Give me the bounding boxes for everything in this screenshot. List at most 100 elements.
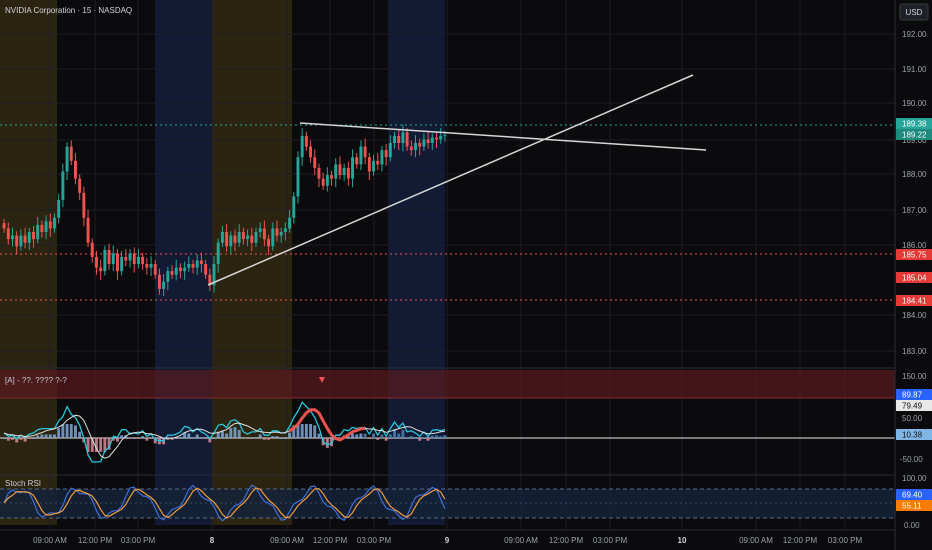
candle: [61, 171, 65, 200]
candle: [254, 232, 258, 243]
macd-axis-tick: 50.00: [902, 414, 923, 423]
macd-bar: [367, 438, 371, 439]
candle: [94, 256, 98, 268]
candle: [111, 253, 115, 265]
x-tick: 9: [445, 536, 450, 545]
macd-bar: [292, 425, 296, 438]
macd-bar: [401, 429, 405, 438]
candle: [187, 264, 191, 268]
macd-bar: [61, 424, 65, 438]
macd-bar: [405, 437, 409, 438]
candle: [367, 157, 371, 172]
candle: [166, 271, 170, 282]
histogram-value-label: 10.38: [902, 431, 923, 440]
macd-bar: [195, 434, 199, 438]
time-axis-ticks[interactable]: 09:00 AM 12:00 PM 03:00 PM 8 09:00 AM 12:00 P…: [33, 536, 862, 545]
y-tick: 187.00: [902, 206, 927, 215]
stoch-d-value-label: 55.11: [902, 502, 922, 511]
candle: [279, 232, 283, 236]
histogram-value-tag: [896, 429, 932, 440]
macd-bar: [99, 438, 103, 452]
macd-bar: [296, 424, 300, 438]
macd-bar: [225, 433, 229, 438]
vertical-gridlines: [49, 0, 846, 530]
candle: [418, 143, 422, 147]
x-tick: 12:00 PM: [78, 536, 113, 545]
x-tick: 03:00 PM: [357, 536, 392, 545]
candle: [414, 143, 417, 151]
support-1-price-label: 185.75: [902, 251, 927, 260]
last-price-tag: [896, 129, 932, 140]
macd-bar: [19, 438, 23, 440]
candle: [23, 235, 27, 243]
candle: [86, 217, 90, 243]
macd-bar: [250, 437, 254, 438]
candle: [208, 274, 212, 286]
macd-bar: [136, 438, 140, 439]
candlestick-series: [2, 124, 447, 297]
stoch-axis-tick: 0.00: [904, 521, 920, 530]
candle: [430, 137, 434, 143]
y-tick: 191.00: [902, 65, 927, 74]
x-tick: 12:00 PM: [313, 536, 348, 545]
macd-bar: [393, 429, 396, 438]
candle: [435, 137, 438, 140]
macd-bar: [153, 438, 157, 444]
candle: [296, 157, 300, 197]
candle: [288, 217, 292, 229]
macd-pane-label: [A] - ??. ???? ?-?: [5, 376, 67, 385]
stoch-k-value-tag: [896, 489, 932, 500]
candle: [195, 260, 199, 268]
support-2-price-label: 185.04: [902, 274, 927, 283]
candle: [393, 135, 396, 143]
candle: [32, 232, 35, 240]
macd-bar: [23, 438, 27, 442]
macd-bar: [325, 438, 329, 448]
candle: [300, 135, 304, 158]
macd-bar: [57, 428, 61, 438]
macd-bar: [73, 425, 77, 438]
candle: [359, 146, 363, 165]
macd-bar: [376, 438, 380, 440]
candle: [174, 267, 178, 275]
macd-bar: [300, 424, 304, 438]
macd-bar: [170, 438, 174, 440]
candle: [107, 249, 111, 265]
macd-bar: [6, 438, 10, 441]
candle: [426, 139, 430, 143]
candle: [334, 164, 338, 179]
x-tick: 09:00 AM: [270, 536, 304, 545]
macd-bar: [414, 438, 417, 439]
x-tick: 09:00 AM: [739, 536, 773, 545]
macd-bar: [409, 436, 413, 438]
candle: [220, 232, 224, 243]
stoch-pane-label: Stoch RSI: [5, 479, 41, 488]
candle: [2, 223, 6, 229]
macd-bar: [78, 431, 82, 438]
x-tick: 10: [678, 536, 687, 545]
macd-bar: [422, 437, 426, 438]
candle: [443, 135, 447, 137]
candle: [69, 146, 73, 161]
descending-trendline[interactable]: [299, 122, 707, 151]
candle: [162, 281, 166, 289]
macd-bar: [435, 435, 438, 438]
candle: [199, 260, 203, 265]
candle: [351, 157, 355, 179]
macd-bar: [355, 434, 359, 438]
macd-bar: [32, 438, 35, 439]
candle: [157, 274, 161, 289]
currency-button[interactable]: [899, 3, 929, 21]
candle: [275, 228, 279, 236]
price-axis-ticks: 192.00 191.00 190.00 189.00 188.00 187.0…: [902, 30, 927, 356]
y-tick: 190.00: [902, 99, 927, 108]
ascending-trendline[interactable]: [207, 74, 694, 286]
pre-market-band: [212, 0, 292, 525]
macd-bar: [233, 427, 237, 438]
candle: [237, 232, 241, 243]
macd-sell-marker: [319, 377, 325, 383]
macd-bar: [191, 437, 195, 438]
last-price-label: 189.22: [902, 131, 927, 140]
candle: [141, 256, 145, 265]
